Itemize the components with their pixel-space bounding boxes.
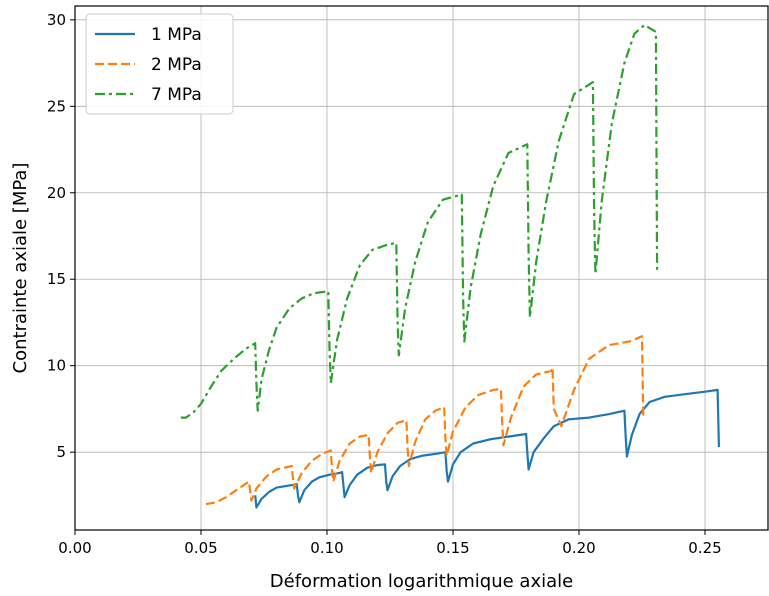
x-axis-label: Déformation logarithmique axiale	[270, 571, 573, 592]
x-tick-label: 0.05	[184, 539, 217, 557]
y-tick-label: 30	[47, 11, 66, 29]
legend-label: 7 MPa	[151, 85, 202, 105]
plot-frame	[74, 5, 769, 531]
legend: 1 MPa 2 MPa 7 MPa	[85, 13, 234, 115]
series-line-1-mpa	[254, 388, 720, 509]
y-tick-label: 15	[47, 270, 66, 288]
legend-box	[85, 13, 234, 115]
series-line-2-mpa	[205, 335, 645, 506]
x-tick-label: 0.00	[58, 539, 91, 557]
legend-label: 1 MPa	[151, 25, 202, 45]
axis-ticks: 0.00 0.05 0.10 0.15 0.20 0.25 5 10 15 20 25 30	[47, 11, 722, 557]
legend-label: 2 MPa	[151, 55, 202, 75]
y-tick-label: 20	[47, 184, 66, 202]
y-tick-label: 10	[47, 357, 66, 375]
x-tick-label: 0.15	[436, 539, 469, 557]
y-tick-label: 5	[56, 443, 66, 461]
x-tick-label: 0.20	[562, 539, 595, 557]
y-axis-label: Contrainte axiale [MPa]	[10, 163, 31, 374]
x-tick-label: 0.25	[688, 539, 721, 557]
y-tick-label: 25	[47, 97, 66, 115]
series-line-7-mpa	[180, 23, 659, 419]
series-lines	[180, 23, 720, 509]
x-tick-label: 0.10	[310, 539, 343, 557]
